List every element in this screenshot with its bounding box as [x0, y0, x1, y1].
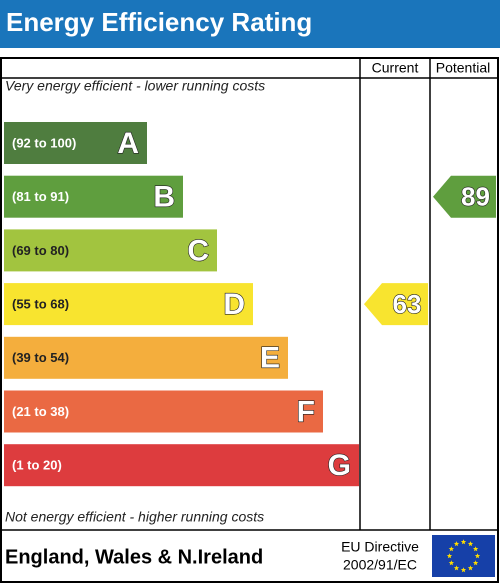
potential-value: 89	[461, 182, 490, 212]
band	[4, 390, 323, 433]
band-letter: C	[187, 234, 209, 267]
band	[4, 122, 147, 164]
current-arrow	[364, 283, 428, 326]
band-range: (92 to 100)	[12, 135, 76, 150]
potential-header: Potential	[436, 60, 490, 76]
bottom-note: Not energy efficient - higher running co…	[5, 509, 264, 525]
band-range: (69 to 80)	[12, 243, 69, 258]
band	[4, 283, 253, 326]
eu-star	[448, 560, 455, 566]
current-value: 63	[393, 289, 422, 319]
potential-arrow	[433, 175, 496, 218]
eu-star	[467, 565, 474, 571]
current-header: Current	[372, 60, 419, 76]
top-note: Very energy efficient - lower running co…	[5, 78, 265, 94]
band-letter: D	[223, 288, 245, 321]
frame	[0, 57, 499, 583]
title-bar	[0, 0, 500, 48]
band-letter: B	[153, 181, 175, 214]
eu-stars	[446, 539, 481, 573]
eu-star	[446, 553, 453, 559]
band	[4, 444, 359, 487]
eu-star	[448, 546, 455, 552]
band-letter: F	[297, 395, 315, 428]
band-range: (55 to 68)	[12, 297, 69, 312]
band-range: (39 to 54)	[12, 350, 69, 365]
band-range: (1 to 20)	[12, 458, 62, 473]
eu-star	[474, 553, 481, 559]
directive-line: EU Directive	[341, 539, 419, 555]
band-letter: A	[117, 127, 139, 160]
title: Energy Efficiency Rating	[6, 7, 312, 37]
band-letter: G	[328, 449, 351, 482]
eu-star	[453, 565, 460, 571]
band-range: (21 to 38)	[12, 404, 69, 419]
eu-star	[472, 560, 479, 566]
region: England, Wales & N.Ireland	[5, 546, 263, 568]
eu-star	[472, 546, 479, 552]
eu-star	[467, 541, 474, 547]
band-letter: E	[260, 342, 280, 375]
eu-star	[460, 567, 467, 573]
eu-star	[453, 541, 460, 547]
eu-star	[460, 539, 467, 545]
band	[4, 175, 183, 218]
directive-line: 2002/91/EC	[343, 557, 417, 573]
band	[4, 229, 217, 272]
band	[4, 336, 288, 379]
band-range: (81 to 91)	[12, 189, 69, 204]
